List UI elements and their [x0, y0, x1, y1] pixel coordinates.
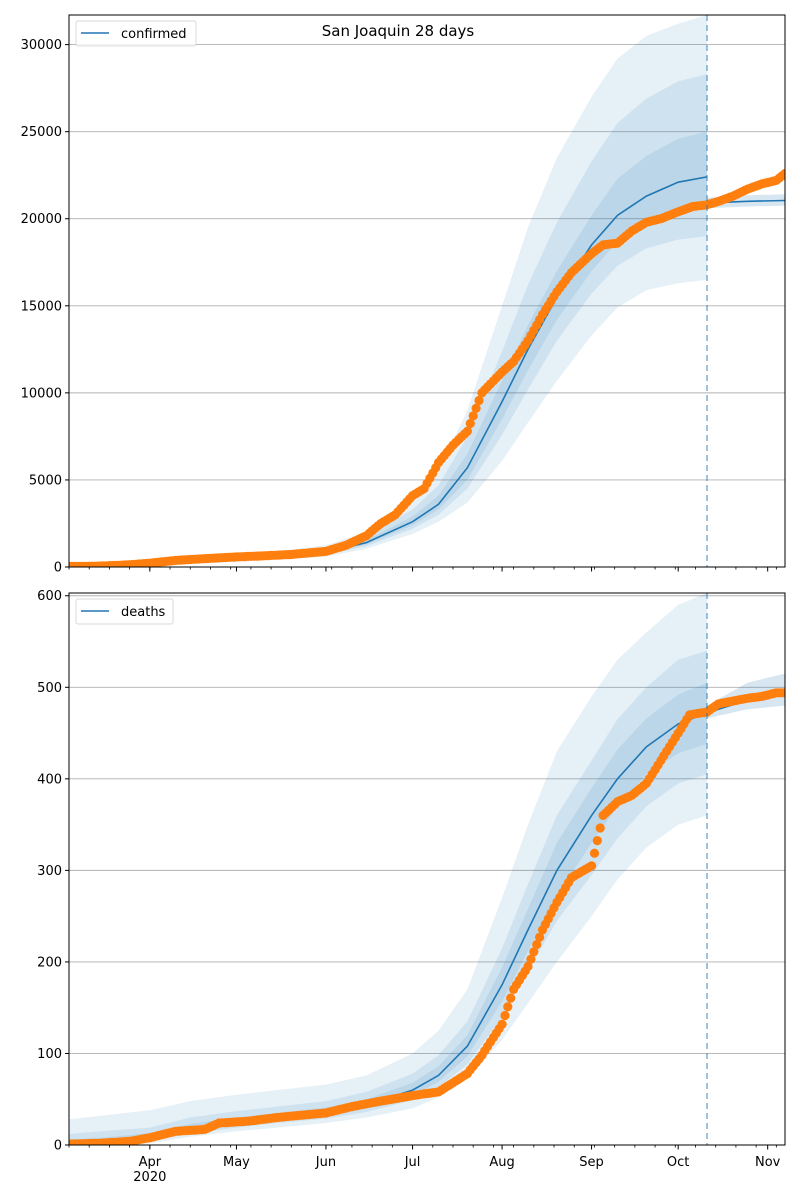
y-tick-label: 25000 — [21, 125, 62, 140]
x-tick-label: 2020 — [133, 1170, 166, 1185]
legend-box — [75, 20, 197, 47]
observed-point — [523, 961, 533, 972]
uncertainty-band-middle — [69, 74, 707, 567]
confirmed-axes-frame — [68, 14, 786, 568]
y-tick-label: 600 — [37, 589, 62, 604]
legend-label: confirmed — [121, 27, 187, 42]
observed-point — [595, 823, 605, 833]
legend-label: deaths — [121, 605, 166, 620]
y-tick-label: 400 — [37, 772, 62, 787]
confirmed-x-axis — [68, 567, 777, 572]
y-tick-label: 30000 — [21, 38, 62, 53]
observed-point — [474, 395, 484, 406]
deaths-axes-frame — [68, 592, 786, 1146]
y-tick-label: 0 — [54, 561, 62, 576]
x-tick-label: Jul — [404, 1155, 421, 1170]
y-tick-label: 10000 — [21, 386, 62, 401]
x-tick-label: Apr — [139, 1155, 162, 1170]
uncertainty-band-middle — [69, 650, 707, 1145]
observed-point — [780, 688, 785, 698]
confirmed-legend: confirmed — [75, 20, 197, 47]
confirmed-y-axis: 0 5000 10000 15000 20000 25000 30000 — [21, 38, 69, 576]
observed-point — [532, 939, 542, 950]
observed-point — [497, 1019, 507, 1029]
x-tick-label: May — [223, 1155, 250, 1170]
legend-box — [75, 598, 174, 625]
observed-point — [592, 836, 602, 846]
observed-point — [465, 418, 475, 429]
y-tick-label: 300 — [37, 864, 62, 879]
x-tick-label: Nov — [755, 1155, 781, 1170]
y-tick-label: 100 — [37, 1047, 62, 1062]
observed-point — [587, 861, 597, 871]
y-tick-label: 0 — [54, 1139, 62, 1154]
observed-point — [462, 426, 472, 436]
observed-point — [526, 954, 536, 964]
observed-point — [500, 1010, 510, 1021]
uncertainty-band-outer — [69, 15, 707, 567]
y-tick-label: 200 — [37, 955, 62, 970]
deaths-observed-points — [69, 688, 785, 1145]
deaths-gridlines — [69, 595, 785, 1146]
y-tick-label: 20000 — [21, 212, 62, 227]
x-tick-label: Oct — [667, 1155, 689, 1170]
observed-point — [589, 848, 600, 858]
observed-point — [503, 1002, 513, 1012]
y-tick-label: 5000 — [29, 473, 62, 488]
y-tick-label: 15000 — [21, 299, 62, 314]
deaths-legend: deaths — [75, 598, 174, 625]
y-tick-label: 500 — [37, 681, 62, 696]
uncertainty-band-inner — [69, 682, 707, 1145]
deaths-y-axis: 0 100 200 300 400 500 600 — [37, 589, 69, 1154]
x-tick-label: Sep — [579, 1155, 604, 1170]
observed-point — [471, 403, 481, 413]
confirmed-observed-points — [69, 168, 785, 567]
confirmed-panel: 0 5000 10000 15000 20000 25000 30000 confirmed… — [21, 14, 786, 576]
observed-point — [780, 168, 785, 179]
observed-point — [468, 411, 478, 421]
observed-point — [506, 993, 516, 1003]
observed-point — [535, 932, 545, 942]
x-tick-label: Jun — [315, 1155, 336, 1170]
uncertainty-band-inner — [69, 131, 707, 567]
observed-point — [529, 947, 539, 957]
x-tick-label: Aug — [489, 1155, 514, 1170]
chart-title: San Joaquin 28 days — [322, 22, 475, 40]
